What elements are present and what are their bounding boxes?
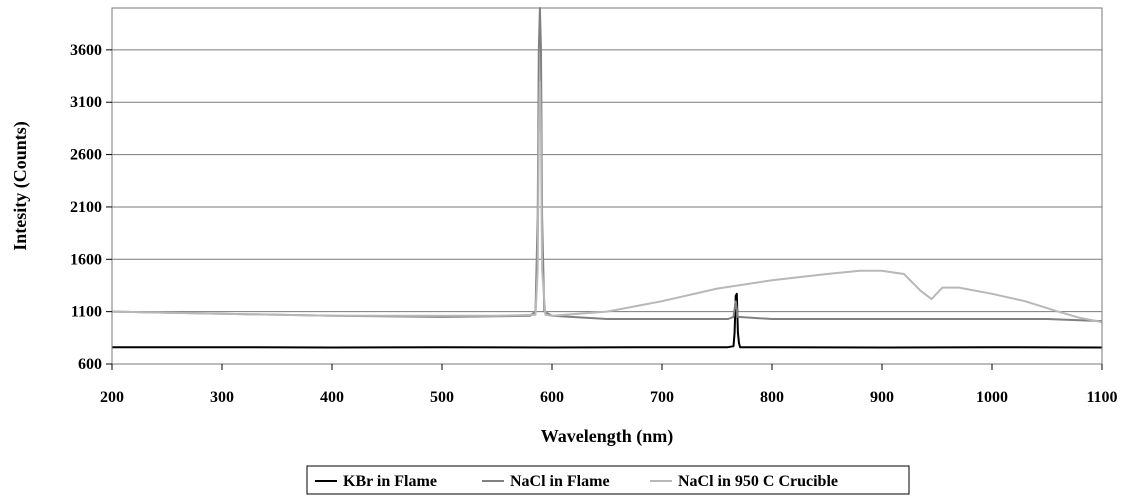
y-tick-label: 3100 [70,94,102,111]
x-tick-label: 800 [760,389,784,406]
legend-entry: NaCl in 950 C Crucible [650,473,838,490]
y-tick-label: 600 [78,356,102,373]
x-tick-label: 1100 [1086,389,1117,406]
x-tick-label: 900 [870,389,894,406]
series-lines [111,7,1103,349]
axis-ticks: 600 1100 1600 2100 2600 3100 3600 200 300 400 500 6… [70,42,1118,406]
legend: KBr in Flame NaCl in Flame NaCl in 950 C… [306,465,910,495]
y-tick-label: 1600 [70,251,102,268]
x-tick-label: 500 [430,389,454,406]
x-tick-label: 200 [100,389,124,406]
series-line [111,7,1103,323]
grid-lines [112,49,1102,365]
x-tick-label: 1000 [976,389,1008,406]
legend-entry: NaCl in Flame [482,473,610,490]
y-axis-title: Intesity (Counts) [10,121,31,251]
x-tick-label: 400 [320,389,344,406]
legend-label: NaCl in 950 C Crucible [678,473,838,490]
legend-label: NaCl in Flame [510,473,610,490]
x-tick-label: 700 [650,389,674,406]
y-tick-label: 2100 [70,199,102,216]
x-tick-label: 300 [210,389,234,406]
series-line [112,292,1103,349]
y-tick-label: 1100 [71,304,102,321]
x-axis-title: Wavelength (nm) [541,426,674,447]
y-tick-label: 2600 [70,147,102,164]
x-tick-label: 600 [540,389,564,406]
legend-entry: KBr in Flame [315,473,437,490]
series-line [111,80,1103,324]
legend-label: KBr in Flame [343,473,437,490]
legend-box [306,465,910,495]
y-tick-label: 3600 [70,42,102,59]
plot-area-frame [111,7,1103,365]
